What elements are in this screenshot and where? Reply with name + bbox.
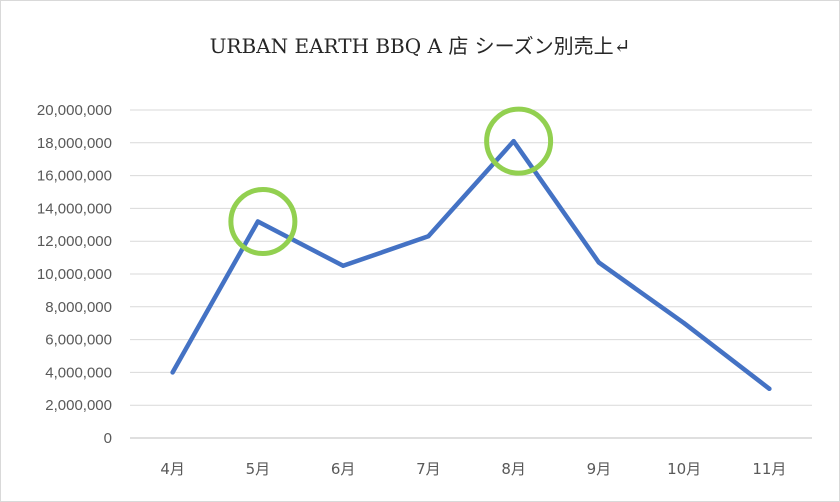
highlight-layer [228,106,554,257]
y-tick-label: 0 [104,430,112,447]
y-tick-label: 8,000,000 [45,299,112,316]
highlight-circle [484,106,554,176]
data-point [682,321,687,326]
y-tick-label: 16,000,000 [37,168,112,185]
x-tick-label: 5月 [246,460,271,478]
gridlines [130,109,812,439]
y-tick-label: 10,000,000 [37,266,112,283]
x-tick-label: 4月 [160,460,185,478]
y-tick-label: 2,000,000 [45,397,112,414]
y-tick-label: 12,000,000 [37,233,112,250]
data-point [170,370,175,375]
data-point [255,219,260,224]
y-axis: 0 2,000,000 4,000,000 6,000,000 8,000,000 10,… [37,102,112,447]
y-tick-label: 20,000,000 [37,102,112,119]
chart-title: URBAN EARTH BBQ A 店 シーズン別売上↵ [209,34,631,58]
x-tick-label: 8月 [501,460,526,478]
data-point [511,139,516,144]
y-tick-label: 6,000,000 [45,332,112,349]
data-point [767,386,772,391]
series-layer [170,138,772,392]
x-axis: 4月 5月 6月 7月 8月 9月 10月 11月 [160,460,786,478]
x-tick-label: 9月 [587,460,612,478]
data-point [596,260,601,265]
x-tick-label: 6月 [331,460,356,478]
x-tick-label: 11月 [752,460,786,478]
x-tick-label: 7月 [416,460,441,478]
data-point [341,263,346,268]
highlight-circle [228,187,298,257]
y-tick-label: 14,000,000 [37,200,112,217]
x-tick-label: 10月 [667,460,701,478]
y-tick-label: 4,000,000 [45,364,112,381]
data-point [426,234,431,239]
y-tick-label: 18,000,000 [37,135,112,152]
series-line [170,138,772,392]
